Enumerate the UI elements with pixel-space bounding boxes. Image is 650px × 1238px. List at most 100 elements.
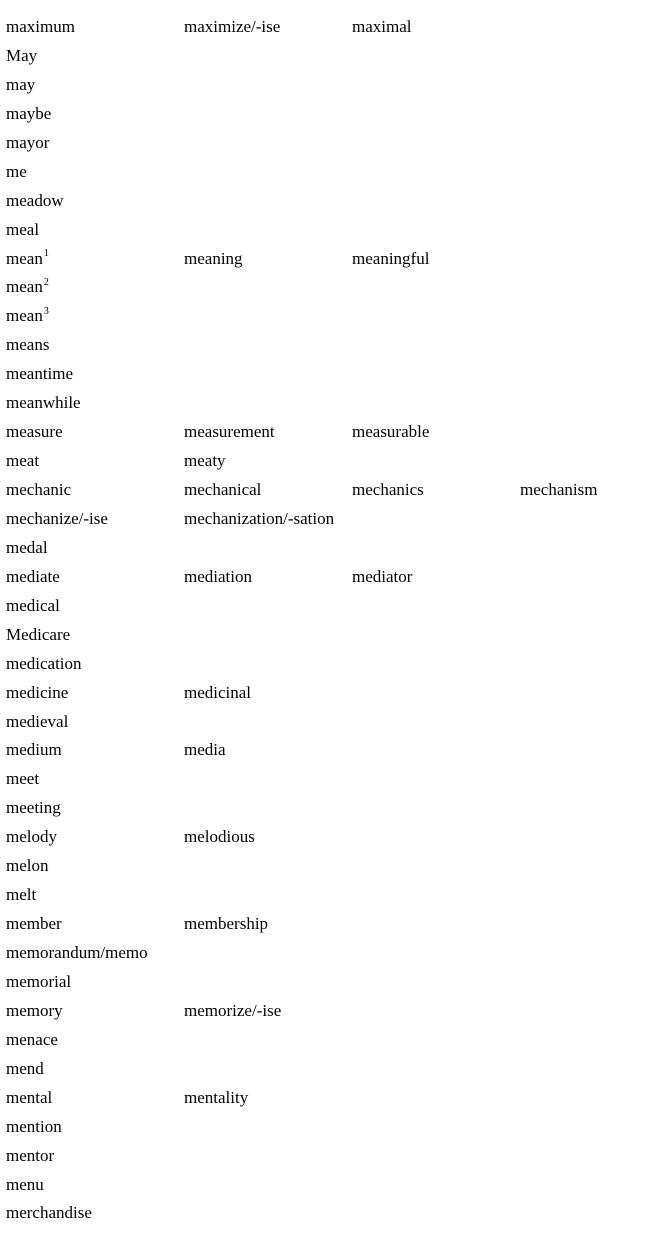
derived-word: meaning [184,245,243,274]
word-text: menace [6,1029,58,1049]
headword: menu [6,1171,44,1200]
word-row: mediate mediation mediator [6,563,646,592]
word-text: meeting [6,798,61,818]
derived-word: medicinal [184,679,251,708]
word-row: memorial [6,968,646,997]
derived-word: mechanism [520,476,597,505]
headword: memorial [6,968,71,997]
derived-word: measurement [184,418,275,447]
word-row: melody melodious [6,823,646,852]
word-row: me [6,158,646,187]
headword: mental [6,1084,52,1113]
word-row: meanwhile [6,389,646,418]
headword: mayor [6,129,49,158]
derived-word: measurable [352,418,429,447]
word-row: meat meaty [6,447,646,476]
word-row: measure measurement measurable [6,418,646,447]
word-text: mean [6,277,43,297]
word-text: mayor [6,132,50,152]
word-row: mention [6,1113,646,1142]
word-text: melt [6,885,37,905]
word-row: meeting [6,794,646,823]
word-row: melt [6,881,646,910]
word-row: memory memorize/-ise [6,997,646,1026]
headword: mechanize/-ise [6,505,108,534]
word-row: mayor [6,129,646,158]
word-text: may [6,74,36,94]
word-text: mean [6,306,43,326]
word-text: mean [6,248,43,268]
word-text: mechanic [6,480,72,499]
word-text: mediator [352,566,413,586]
word-text: mention [6,1116,62,1136]
word-row: maybe [6,100,646,129]
headword: meet [6,765,39,794]
word-text: medical [6,595,60,615]
word-text: measurement [184,422,275,442]
word-row: mentor [6,1142,646,1171]
word-row: medicine medicinal [6,679,646,708]
word-row: melon [6,852,646,881]
word-row: menu [6,1171,646,1200]
headword: medical [6,592,60,621]
word-text: medicinal [184,682,252,702]
headword: mediate [6,563,60,592]
derived-word: media [184,736,226,765]
word-text: merchandise [6,1203,92,1223]
word-row: means [6,331,646,360]
word-row: medical [6,592,646,621]
word-list: maximum maximize/-ise maximal May may maybe ma… [6,13,646,1228]
homograph-number: 3 [43,305,49,317]
word-row: mean2 [6,273,646,302]
word-text: maximize/-ise [184,17,281,36]
word-row: medal [6,534,646,563]
derived-word: mechanization/-sation [184,505,334,534]
derived-word: mediation [184,563,252,592]
headword: member [6,910,62,939]
headword: mention [6,1113,62,1142]
word-row: mean1 meaning meaningful [6,245,646,274]
word-text: mechanical [184,480,262,499]
word-text: meet [6,769,40,789]
headword: measure [6,418,63,447]
headword: medal [6,534,48,563]
homograph-number: 2 [43,276,49,288]
word-text: meat [6,451,40,471]
word-text: mediation [184,566,252,586]
headword: mentor [6,1142,54,1171]
derived-word: mentality [184,1084,248,1113]
word-row: medieval [6,708,646,737]
word-row: menace [6,1026,646,1055]
headword: mean2 [6,273,49,302]
word-text: maximal [352,17,412,36]
headword: May [6,42,37,71]
headword: maximum [6,13,75,42]
word-row: meal [6,216,646,245]
derived-word: membership [184,910,268,939]
word-text: measurable [352,422,430,442]
derived-word: maximize/-ise [184,13,280,42]
headword: memorandum/memo [6,939,148,968]
headword: mean3 [6,302,49,331]
derived-word: meaty [184,447,226,476]
word-text: meaningful [352,248,430,268]
headword: meat [6,447,39,476]
word-row: mend [6,1055,646,1084]
word-text: melody [6,827,57,847]
word-text: memorize/-ise [184,1000,282,1020]
word-text: member [6,914,62,934]
derived-word: mechanics [352,476,424,505]
headword: meantime [6,360,73,389]
headword: memory [6,997,63,1026]
headword: maybe [6,100,51,129]
word-text: May [6,45,38,65]
word-row: meadow [6,187,646,216]
word-text: meanwhile [6,393,81,413]
word-text: menu [6,1174,44,1194]
word-text: mechanism [520,480,598,499]
headword: melody [6,823,57,852]
headword: melt [6,881,36,910]
word-text: meaning [184,248,243,268]
word-text: mend [6,1058,44,1078]
headword: mean1 [6,245,49,274]
